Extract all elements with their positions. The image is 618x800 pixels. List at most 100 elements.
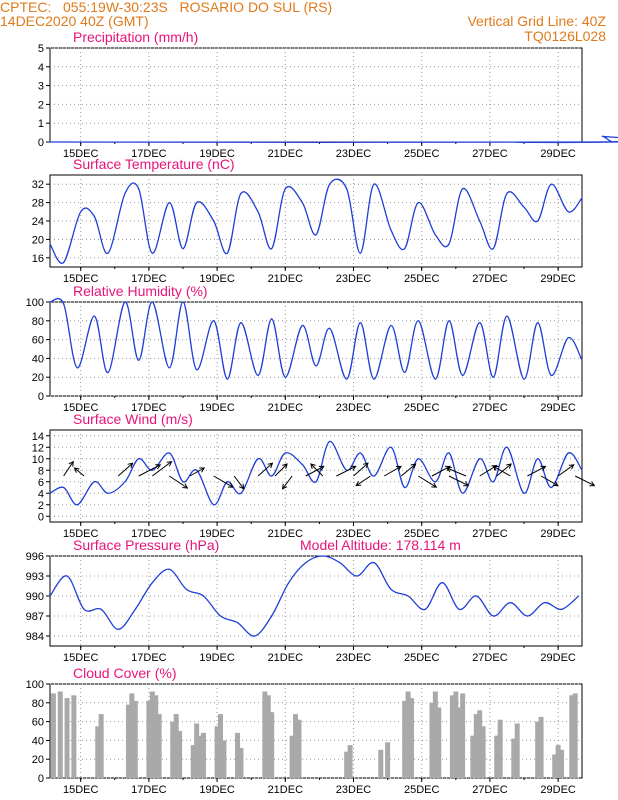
y-tick-label-1-2: 24 [32, 216, 44, 228]
x-tick-label-1-6: 27DEC [472, 273, 508, 285]
x-tick-label-2-4: 23DEC [336, 402, 372, 414]
wind-arrow-head-13 [310, 463, 316, 469]
x-tick-label-5-7: 29DEC [540, 784, 576, 796]
cloud-bar-12 [156, 714, 162, 778]
wind-arrow-head-8 [238, 483, 245, 490]
wind-arrow-19 [418, 475, 437, 488]
y-tick-label-4-2: 990 [26, 591, 44, 603]
data-point-2-5 [124, 301, 126, 303]
data-point-4-6 [151, 582, 153, 584]
x-tick-label-2-5: 25DEC [404, 402, 440, 414]
y-tick-label-0-3: 3 [38, 81, 44, 93]
x-tick-label-0-3: 21DEC [268, 148, 304, 160]
cloud-bar-3 [71, 695, 77, 778]
data-point-3-21 [359, 452, 361, 454]
data-point-1-12 [226, 252, 228, 254]
data-point-3-11 [213, 504, 215, 506]
data-point-1-18 [315, 234, 317, 236]
wind-arrow-24 [496, 463, 512, 477]
y-tick-label-3-7: 14 [32, 431, 44, 443]
panel-title-3: Surface Wind (m/s) [73, 411, 193, 427]
x-tick-label-5-1: 17DEC [131, 784, 167, 796]
wind-arrow-22 [446, 467, 467, 477]
data-point-2-17 [301, 324, 303, 327]
data-point-4-26 [492, 615, 494, 617]
data-point-2-6 [138, 359, 140, 361]
data-point-0-2 [601, 135, 604, 137]
data-point-1-32 [523, 206, 525, 208]
cloud-bar-13 [170, 721, 176, 778]
wind-arrow-6 [189, 467, 205, 477]
x-tick-label-4-7: 29DEC [540, 652, 576, 664]
data-point-4-23 [441, 582, 443, 584]
y-tick-label-5-1: 20 [32, 754, 44, 766]
data-point-2-7 [151, 301, 153, 303]
wind-arrow-12 [305, 465, 325, 477]
data-point-2-10 [196, 369, 198, 371]
data-point-4-29 [543, 602, 546, 604]
data-point-1-7 [151, 252, 153, 254]
y-tick-label-3-3: 6 [38, 477, 44, 489]
wind-arrow-2 [117, 462, 133, 477]
data-point-1-14 [257, 211, 259, 213]
data-point-2-31 [506, 315, 508, 317]
cloud-bar-30 [296, 719, 302, 778]
x-tick-label-1-1: 17DEC [131, 273, 167, 285]
wind-arrow-14 [336, 465, 356, 477]
data-point-2-30 [492, 376, 494, 378]
data-point-2-36 [581, 359, 583, 361]
y-tick-label-5-0: 0 [38, 773, 44, 785]
y-tick-label-3-4: 8 [38, 465, 44, 477]
wind-arrow-head-15 [362, 462, 369, 469]
cloud-bar-11 [153, 695, 159, 778]
wind-arrow-26 [527, 465, 546, 477]
data-point-2-29 [479, 322, 481, 324]
wind-arrow-18 [400, 463, 416, 477]
data-point-3-7 [151, 469, 153, 471]
wind-arrow-21 [448, 475, 469, 487]
data-point-3-0 [49, 492, 51, 494]
data-point-4-18 [356, 575, 358, 577]
data-point-4-25 [475, 595, 477, 597]
cloud-bar-41 [449, 695, 455, 778]
data-point-2-34 [550, 374, 552, 376]
y-tick-label-2-1: 20 [32, 372, 44, 384]
cloud-bar-38 [429, 702, 435, 778]
cloud-bar-35 [402, 700, 408, 778]
cloud-bar-22 [221, 740, 227, 778]
x-tick-label-1-3: 21DEC [268, 273, 304, 285]
x-tick-label-0-4: 23DEC [336, 148, 372, 160]
x-tick-label-5-2: 19DEC [199, 784, 235, 796]
data-point-2-16 [284, 376, 286, 378]
cloud-bar-45 [470, 735, 476, 778]
y-tick-label-5-4: 80 [32, 698, 44, 710]
wind-arrow-head-4 [166, 460, 173, 467]
data-point-2-23 [390, 324, 392, 327]
data-point-4-20 [390, 588, 392, 590]
cloud-bar-9 [146, 700, 152, 778]
y-tick-label-2-3: 60 [32, 335, 44, 347]
data-point-3-4 [107, 492, 109, 494]
x-tick-label-4-2: 19DEC [199, 652, 235, 664]
panel-title-0: Precipitation (mm/h) [73, 29, 198, 45]
x-tick-label-2-2: 19DEC [199, 402, 235, 414]
wind-arrow-7 [213, 475, 234, 488]
data-point-3-15 [271, 475, 273, 477]
x-tick-label-4-6: 27DEC [472, 652, 508, 664]
data-point-2-4 [107, 371, 109, 374]
y-tick-label-4-4: 996 [26, 551, 44, 563]
data-point-3-19 [329, 440, 331, 443]
x-tick-label-2-7: 29DEC [540, 402, 576, 414]
data-point-3-30 [492, 481, 494, 483]
data-point-3-2 [76, 504, 78, 506]
cloud-bar-57 [559, 749, 565, 778]
data-point-1-0 [49, 243, 51, 245]
cloud-bar-15 [177, 731, 183, 778]
cloud-bar-20 [214, 726, 220, 778]
data-point-1-21 [359, 252, 361, 254]
data-point-1-15 [271, 248, 273, 250]
x-tick-label-5-6: 27DEC [472, 784, 508, 796]
wind-arrow-4 [152, 461, 172, 477]
data-point-1-25 [417, 202, 419, 204]
wind-arrow-head-14 [350, 465, 357, 471]
